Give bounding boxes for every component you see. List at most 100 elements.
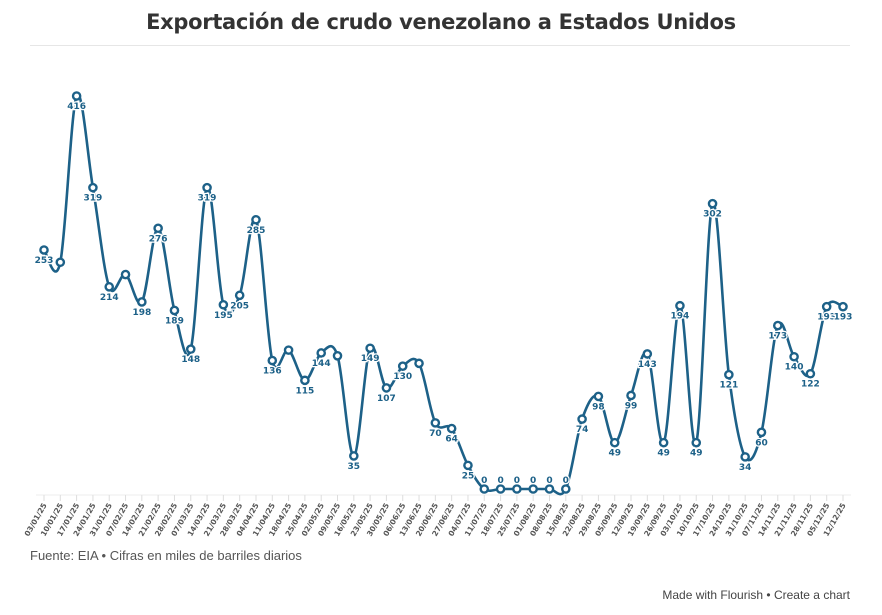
data-point[interactable] bbox=[675, 300, 685, 311]
data-point[interactable] bbox=[495, 484, 506, 494]
data-label: 0 bbox=[481, 476, 487, 486]
data-point[interactable] bbox=[55, 257, 66, 268]
data-point[interactable] bbox=[609, 437, 620, 448]
data-point[interactable] bbox=[642, 349, 653, 359]
data-point[interactable] bbox=[267, 355, 278, 366]
data-label: 64 bbox=[445, 435, 458, 445]
title-divider bbox=[30, 45, 850, 46]
data-point[interactable] bbox=[626, 390, 636, 401]
data-label: 189 bbox=[165, 316, 184, 326]
create-chart-link[interactable]: Create a chart bbox=[773, 588, 850, 602]
data-label: 319 bbox=[198, 194, 217, 204]
data-label: 173 bbox=[768, 332, 787, 342]
data-point[interactable] bbox=[805, 368, 816, 379]
data-point[interactable] bbox=[430, 418, 441, 428]
data-label: 193 bbox=[817, 313, 836, 323]
data-point[interactable] bbox=[137, 297, 147, 307]
series-line bbox=[42, 93, 844, 496]
data-label: 140 bbox=[785, 363, 804, 373]
data-point[interactable] bbox=[104, 282, 115, 292]
data-point[interactable] bbox=[740, 452, 750, 462]
data-label: 416 bbox=[67, 102, 86, 112]
data-point[interactable] bbox=[658, 437, 669, 448]
data-point[interactable] bbox=[185, 344, 196, 354]
data-point[interactable] bbox=[202, 182, 212, 193]
data-label: 253 bbox=[35, 256, 54, 266]
data-label: 34 bbox=[739, 463, 752, 473]
data-label: 276 bbox=[149, 234, 168, 244]
data-label: 195 bbox=[214, 311, 233, 321]
data-label: 121 bbox=[719, 381, 738, 391]
data-point[interactable] bbox=[707, 198, 718, 209]
data-label: 149 bbox=[361, 354, 380, 364]
data-label: 0 bbox=[530, 476, 536, 486]
data-label: 143 bbox=[638, 360, 657, 370]
data-point[interactable] bbox=[528, 484, 538, 494]
data-label: 74 bbox=[576, 425, 589, 435]
data-label: 130 bbox=[393, 372, 412, 382]
data-point[interactable] bbox=[691, 437, 702, 448]
data-label: 107 bbox=[377, 394, 396, 404]
data-point[interactable] bbox=[71, 91, 82, 101]
data-point[interactable] bbox=[544, 484, 555, 494]
data-point[interactable] bbox=[120, 269, 131, 280]
data-point[interactable] bbox=[300, 375, 310, 386]
data-point[interactable] bbox=[332, 350, 343, 361]
data-point[interactable] bbox=[365, 343, 375, 354]
data-point[interactable] bbox=[218, 299, 229, 310]
data-point[interactable] bbox=[251, 214, 261, 225]
data-point[interactable] bbox=[153, 223, 163, 234]
data-label: 0 bbox=[497, 476, 503, 486]
data-label: 0 bbox=[546, 476, 552, 486]
data-point[interactable] bbox=[234, 290, 245, 301]
data-label: 122 bbox=[801, 380, 820, 390]
data-label: 193 bbox=[834, 313, 853, 323]
data-point[interactable] bbox=[821, 301, 832, 312]
data-point[interactable] bbox=[512, 484, 522, 494]
data-label: 319 bbox=[84, 194, 103, 204]
data-point[interactable] bbox=[169, 305, 180, 316]
data-point[interactable] bbox=[446, 423, 457, 434]
data-label: 49 bbox=[608, 449, 621, 459]
source-note: Fuente: EIA • Cifras en miles de barrile… bbox=[30, 548, 302, 563]
data-point[interactable] bbox=[756, 427, 767, 438]
data-point[interactable] bbox=[381, 383, 392, 393]
data-point[interactable] bbox=[560, 484, 571, 494]
data-point[interactable] bbox=[789, 351, 799, 362]
data-point[interactable] bbox=[772, 320, 783, 331]
data-label: 0 bbox=[514, 476, 520, 486]
data-label: 214 bbox=[100, 293, 119, 303]
data-label: 144 bbox=[312, 359, 331, 369]
data-label: 49 bbox=[690, 449, 703, 459]
data-label: 99 bbox=[625, 401, 638, 411]
data-label: 35 bbox=[348, 462, 361, 472]
data-point[interactable] bbox=[88, 182, 98, 193]
data-point[interactable] bbox=[39, 245, 49, 255]
data-label: 198 bbox=[132, 308, 151, 318]
data-label: 302 bbox=[703, 210, 722, 220]
data-label: 148 bbox=[181, 355, 200, 365]
data-point[interactable] bbox=[316, 348, 327, 358]
data-label: 285 bbox=[247, 226, 266, 236]
data-label: 70 bbox=[429, 429, 442, 439]
data-point[interactable] bbox=[593, 391, 604, 402]
data-point[interactable] bbox=[414, 358, 424, 369]
data-point[interactable] bbox=[463, 460, 473, 471]
data-point[interactable] bbox=[577, 414, 587, 424]
chart-title: Exportación de crudo venezolano a Estado… bbox=[146, 10, 736, 34]
credit-separator: • bbox=[763, 588, 774, 602]
data-label: 205 bbox=[230, 301, 249, 311]
data-point[interactable] bbox=[397, 361, 408, 371]
data-point[interactable] bbox=[838, 301, 848, 312]
flourish-credit: Made with Flourish • Create a chart bbox=[662, 588, 850, 602]
data-label: 136 bbox=[263, 367, 282, 377]
data-label: 60 bbox=[755, 438, 768, 448]
data-point[interactable] bbox=[724, 369, 734, 380]
data-point[interactable] bbox=[283, 345, 294, 355]
data-point[interactable] bbox=[479, 484, 490, 494]
data-label: 115 bbox=[295, 386, 314, 396]
data-point[interactable] bbox=[349, 451, 359, 461]
made-with-flourish-link[interactable]: Made with Flourish bbox=[662, 588, 764, 602]
data-label: 49 bbox=[657, 449, 670, 459]
